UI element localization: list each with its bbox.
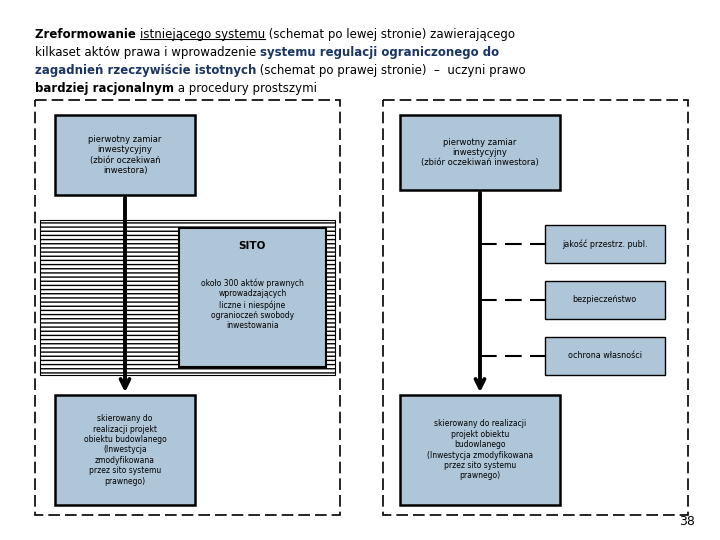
Bar [544, 225, 665, 263]
Text: około 300 aktów prawnych
wprowadzających
liczne i niespójne
ogranioczeń swobody
: około 300 aktów prawnych wprowadzających… [201, 279, 304, 330]
Text: istniejącego systemu: istniejącego systemu [140, 28, 265, 41]
Text: skierowany do
realizacji projekt
obiektu budowlanego
(Inwestycja
zmodyfikowana
p: skierowany do realizacji projekt obiektu… [84, 414, 166, 485]
Text: a procedury prostszymi: a procedury prostszymi [174, 82, 317, 95]
Bar [35, 100, 340, 515]
Text: kilkaset aktów prawa i wprowadzenie: kilkaset aktów prawa i wprowadzenie [35, 46, 260, 59]
Bar [55, 115, 195, 195]
Bar [55, 395, 195, 505]
Text: Zreformowanie: Zreformowanie [35, 28, 140, 41]
Text: jakość przestrz. publ.: jakość przestrz. publ. [562, 239, 647, 249]
Bar [400, 395, 560, 505]
Text: skierowany do realizacji
projekt obiektu
budowlanego
(Inwestycja zmodyfikowana
p: skierowany do realizacji projekt obiektu… [427, 420, 533, 481]
Text: SITO: SITO [239, 241, 266, 251]
Bar [40, 220, 335, 375]
Text: bardziej racjonalnym: bardziej racjonalnym [35, 82, 174, 95]
Text: (schemat po lewej stronie) zawierającego: (schemat po lewej stronie) zawierającego [265, 28, 516, 41]
Text: (schemat po prawej stronie)  –  uczyni prawo: (schemat po prawej stronie) – uczyni pra… [256, 64, 526, 77]
Text: ochrona własności: ochrona własności [567, 352, 642, 361]
Bar [544, 337, 665, 375]
Text: bezpieczeństwo: bezpieczeństwo [572, 295, 636, 305]
Bar [179, 228, 326, 367]
Text: 38: 38 [679, 515, 695, 528]
Bar [383, 100, 688, 515]
Bar [544, 281, 665, 319]
Text: pierwotny zamiar
inwestycyjny
(zbiór oczekiwań inwestora): pierwotny zamiar inwestycyjny (zbiór ocz… [421, 138, 539, 167]
Bar [400, 115, 560, 190]
Text: pierwotny zamiar
inwestycyjny
(zbiór oczekiwań
inwestora): pierwotny zamiar inwestycyjny (zbiór ocz… [89, 135, 162, 175]
Text: systemu regulacji ograniczonego do: systemu regulacji ograniczonego do [260, 46, 499, 59]
Text: zagadnień rzeczywiście istotnych: zagadnień rzeczywiście istotnych [35, 64, 256, 77]
